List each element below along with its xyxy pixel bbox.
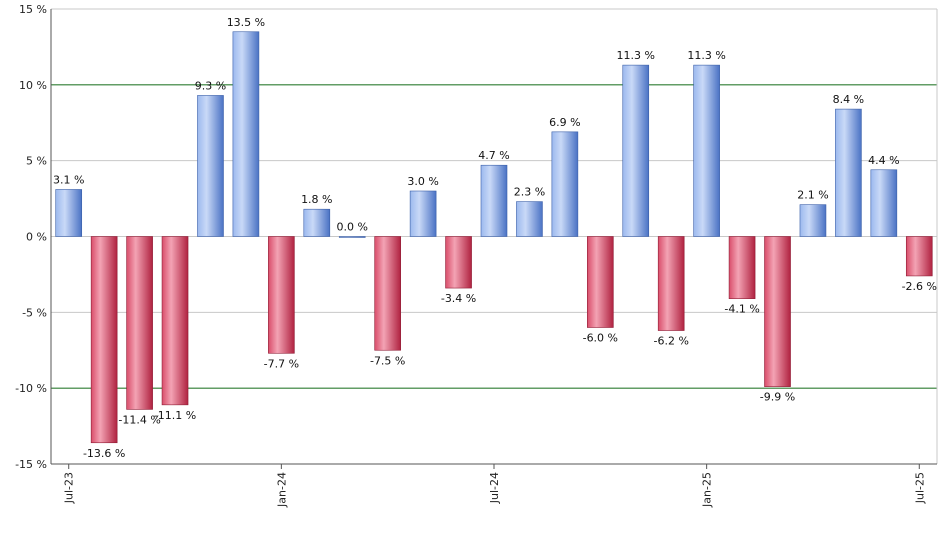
bar — [905, 236, 933, 277]
data-label: 4.7 % — [478, 149, 509, 162]
data-label: 11.3 % — [617, 49, 655, 62]
bar — [480, 164, 508, 237]
data-label: -9.9 % — [760, 391, 795, 404]
data-label: 0.0 % — [337, 221, 368, 234]
x-tick-label: Jul-25 — [913, 472, 926, 504]
x-tick-label: Jan-24 — [275, 472, 288, 508]
data-label: -11.4 % — [118, 413, 160, 426]
y-tick-label: -5 % — [22, 306, 47, 319]
data-label: -7.5 % — [370, 354, 405, 367]
data-label: 2.3 % — [514, 186, 545, 199]
bar — [126, 236, 153, 410]
data-label: 6.9 % — [549, 116, 580, 129]
data-label: 4.4 % — [868, 154, 899, 167]
bar — [551, 131, 579, 237]
x-tick-label: Jul-24 — [488, 472, 501, 504]
bar — [516, 201, 543, 237]
data-label: 2.1 % — [797, 189, 828, 202]
bar — [197, 95, 224, 237]
data-label: 1.8 % — [301, 193, 332, 206]
bar — [303, 208, 331, 237]
y-tick-label: -15 % — [15, 458, 47, 471]
bar — [338, 236, 366, 238]
x-tick-label: Jul-23 — [63, 472, 76, 504]
data-label: 3.1 % — [53, 173, 84, 186]
bar — [799, 204, 827, 237]
bar — [161, 236, 189, 406]
bar — [622, 64, 650, 237]
data-label: -3.4 % — [441, 292, 476, 305]
y-tick-label: 0 % — [26, 231, 47, 244]
bar — [870, 169, 898, 237]
data-label: 3.0 % — [407, 175, 438, 188]
data-label: -11.1 % — [154, 409, 196, 422]
bar — [445, 236, 472, 289]
bar — [268, 236, 295, 354]
data-labels: 3.1 % -13.6 % -11.4 %-11.1 % 9.3 % 13.5 % -7.… — [53, 16, 937, 460]
bar — [90, 236, 118, 444]
data-label: 9.3 % — [195, 79, 226, 92]
y-tick-label: 15 % — [19, 3, 47, 16]
bar — [374, 236, 401, 351]
data-label: 11.3 % — [687, 49, 725, 62]
bar — [587, 236, 614, 328]
bar — [764, 236, 791, 387]
bars — [55, 31, 933, 444]
y-tick-label: -10 % — [15, 382, 47, 395]
data-label: 8.4 % — [833, 93, 864, 106]
axes: 15 % 10 % 5 % 0 % -5 % -10 % -15 % Jul-23 Jan-24… — [15, 3, 938, 508]
data-label: -6.2 % — [653, 335, 688, 348]
y-tick-label: 10 % — [19, 79, 47, 92]
bar — [835, 108, 862, 237]
bar — [693, 64, 720, 237]
bar — [55, 189, 83, 237]
data-label: -2.6 % — [902, 280, 937, 293]
x-tick-label: Jan-25 — [701, 472, 714, 508]
y-tick-label: 5 % — [26, 155, 47, 168]
data-label: -13.6 % — [83, 447, 125, 460]
bar — [232, 31, 260, 237]
data-label: -7.7 % — [264, 357, 299, 370]
data-label: -6.0 % — [583, 332, 618, 345]
data-label: 13.5 % — [227, 16, 265, 29]
bar — [409, 190, 437, 237]
bar — [657, 236, 685, 331]
data-label: -4.1 % — [724, 303, 759, 316]
bar — [728, 236, 756, 299]
